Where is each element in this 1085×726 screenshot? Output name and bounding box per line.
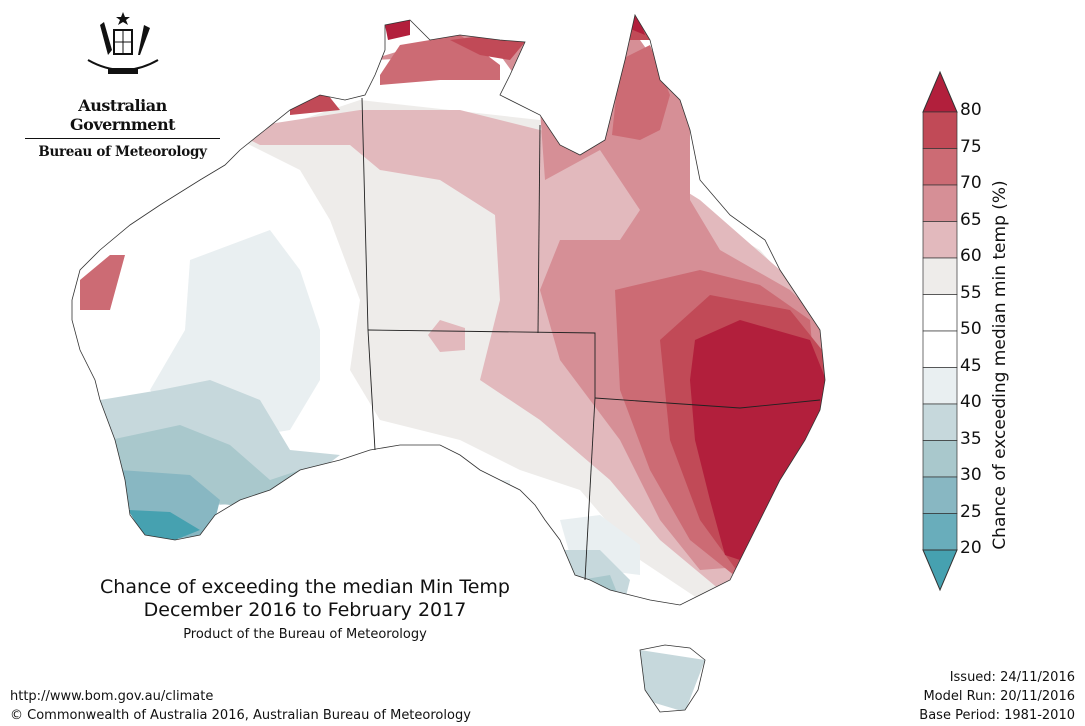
colorbar-label: Chance of exceeding median min temp (%) xyxy=(990,180,1010,550)
logo-line1: Australian Government xyxy=(25,96,220,139)
colorbar-legend: 80 75 70 65 60 55 50 45 40 35 30 25 20 xyxy=(920,70,982,664)
map-period: December 2016 to February 2017 xyxy=(143,599,467,621)
colorbar-band-65-70 xyxy=(922,184,958,222)
colorbar-band-20-25 xyxy=(922,513,958,551)
colorbar-band-50-55 xyxy=(922,294,958,332)
colorbar xyxy=(922,70,958,592)
colorbar-tick: 20 xyxy=(960,538,982,558)
colorbar-tick: 80 xyxy=(960,100,982,120)
colorbar-band-75-80 xyxy=(922,111,958,149)
map-credit: Product of the Bureau of Meteorology xyxy=(183,627,427,642)
colorbar-tick: 65 xyxy=(960,209,982,230)
colorbar-band-70-75 xyxy=(922,148,958,186)
region-35-40 xyxy=(100,380,705,712)
region-30-35 xyxy=(110,425,620,600)
colorbar-band-40-45 xyxy=(922,367,958,405)
base-period: Base Period: 1981-2010 xyxy=(919,708,1075,723)
colorbar-max-arrow xyxy=(922,70,958,113)
colorbar-min-arrow xyxy=(922,549,958,592)
region-below-20 xyxy=(128,510,200,540)
region-70-75 xyxy=(80,35,825,580)
colorbar-tick: 75 xyxy=(960,136,982,157)
colorbar-tick: 25 xyxy=(960,501,982,522)
map-title: Chance of exceeding the median Min Temp xyxy=(100,576,510,598)
coat-of-arms-icon xyxy=(87,12,158,74)
colorbar-tick: 45 xyxy=(960,355,982,376)
colorbar-tick: 60 xyxy=(960,246,982,266)
colorbar-band-45-50 xyxy=(922,330,958,368)
region-above-80 xyxy=(295,15,825,560)
colorbar-tick: 55 xyxy=(960,282,982,303)
issued-date: Issued: 24/11/2016 xyxy=(949,670,1075,685)
bom-url-link[interactable]: http://www.bom.gov.au/climate xyxy=(10,689,214,704)
region-40-45 xyxy=(150,230,640,575)
colorbar-band-30-35 xyxy=(922,440,958,478)
colorbar-tick: 70 xyxy=(960,173,982,193)
colorbar-band-25-30 xyxy=(922,476,958,514)
colorbar-band-35-40 xyxy=(922,403,958,441)
colorbar-band-55-60 xyxy=(922,257,958,295)
model-run-date: Model Run: 20/11/2016 xyxy=(923,689,1075,704)
colorbar-tick: 40 xyxy=(960,392,982,412)
colorbar-tick: 50 xyxy=(960,319,982,339)
bom-logo: Australian Government Bureau of Meteorol… xyxy=(25,10,220,160)
colorbar-tick: 30 xyxy=(960,465,982,485)
colorbar-tick: 35 xyxy=(960,428,982,449)
state-borders xyxy=(361,97,821,581)
colorbar-band-60-65 xyxy=(922,221,958,259)
logo-line2: Bureau of Meteorology xyxy=(38,144,207,160)
region-60-65-inland xyxy=(428,320,465,352)
footer-left: http://www.bom.gov.au/climate © Commonwe… xyxy=(10,687,471,725)
footer-right: Issued: 24/11/2016 Model Run: 20/11/2016… xyxy=(919,668,1075,725)
copyright-text: © Commonwealth of Australia 2016, Austra… xyxy=(10,708,471,723)
